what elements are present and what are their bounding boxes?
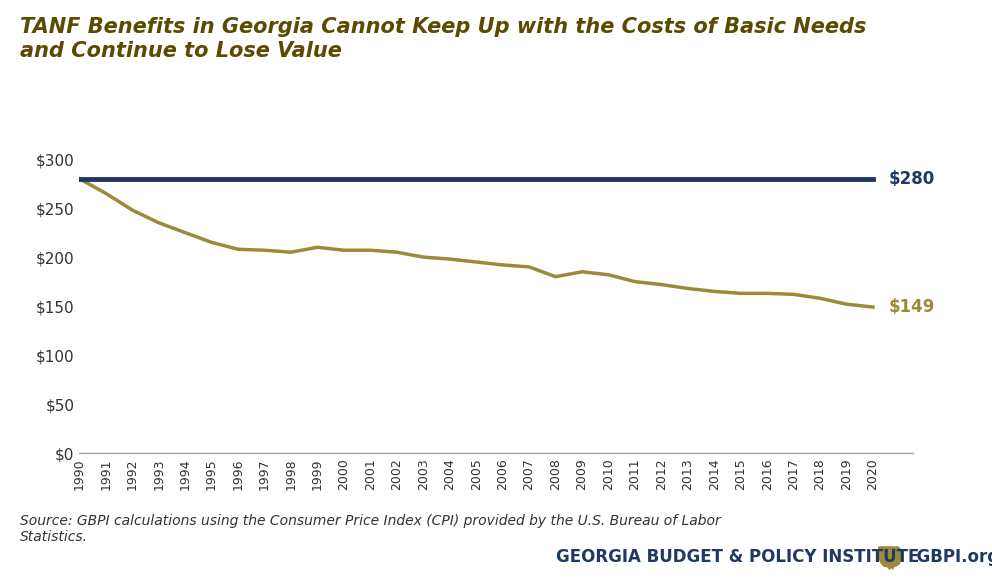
Text: TANF Benefits in Georgia Cannot Keep Up with the Costs of Basic Needs
and Contin: TANF Benefits in Georgia Cannot Keep Up … [20,17,866,60]
Text: $149: $149 [889,298,935,316]
Text: Source: GBPI calculations using the Consumer Price Index (CPI) provided by the U: Source: GBPI calculations using the Cons… [20,514,720,544]
Polygon shape [879,547,901,569]
Text: GBPI.org: GBPI.org [905,548,992,566]
Text: $280: $280 [889,170,935,188]
Text: GEORGIA BUDGET & POLICY INSTITUTE: GEORGIA BUDGET & POLICY INSTITUTE [556,548,919,566]
